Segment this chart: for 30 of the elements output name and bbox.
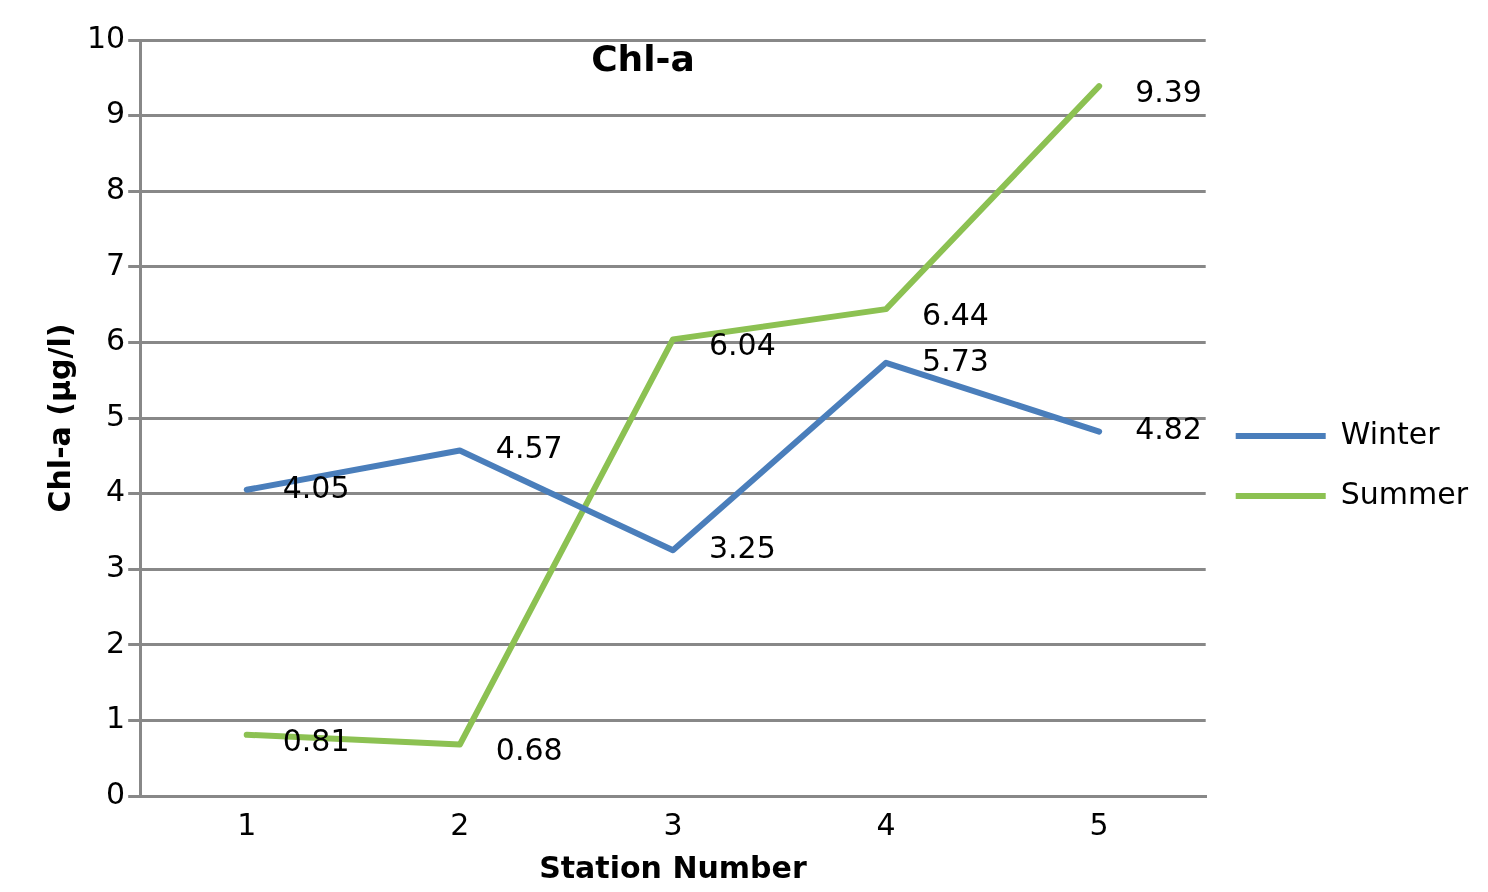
y-tick-label: 4 (106, 473, 126, 509)
y-tick-label: 10 (86, 19, 126, 55)
legend-label: Summer (1340, 475, 1469, 511)
y-tick-label: 3 (106, 549, 126, 584)
y-tick-label: 2 (106, 624, 126, 660)
y-tick-label: 7 (106, 246, 126, 282)
data-label: 0.68 (495, 732, 563, 768)
data-label: 4.57 (495, 430, 563, 466)
x-tick-label: 5 (1089, 806, 1109, 842)
x-tick-label: 4 (876, 806, 896, 842)
x-tick-label: 1 (237, 806, 257, 842)
data-label: 9.39 (1135, 73, 1202, 109)
data-label: 6.44 (922, 296, 989, 332)
data-label: 5.73 (922, 342, 989, 378)
chart-title: Chl-a (591, 38, 695, 80)
y-axis-title: Chl-a (µg/l) (41, 323, 77, 513)
x-tick-label: 3 (663, 806, 683, 842)
y-tick-label: 6 (106, 322, 126, 358)
data-label: 6.04 (708, 327, 776, 363)
legend-label: Winter (1340, 415, 1441, 451)
data-label: 3.25 (708, 530, 776, 566)
data-label: 4.05 (282, 469, 350, 505)
y-tick-label: 0 (106, 775, 126, 811)
y-tick-label: 9 (106, 95, 126, 131)
y-tick-label: 5 (106, 397, 126, 433)
x-axis-title: Station Number (539, 849, 807, 885)
x-tick-label: 2 (450, 806, 470, 842)
data-label: 4.82 (1135, 411, 1202, 447)
y-tick-label: 1 (106, 700, 126, 736)
y-tick-label: 8 (106, 171, 126, 206)
